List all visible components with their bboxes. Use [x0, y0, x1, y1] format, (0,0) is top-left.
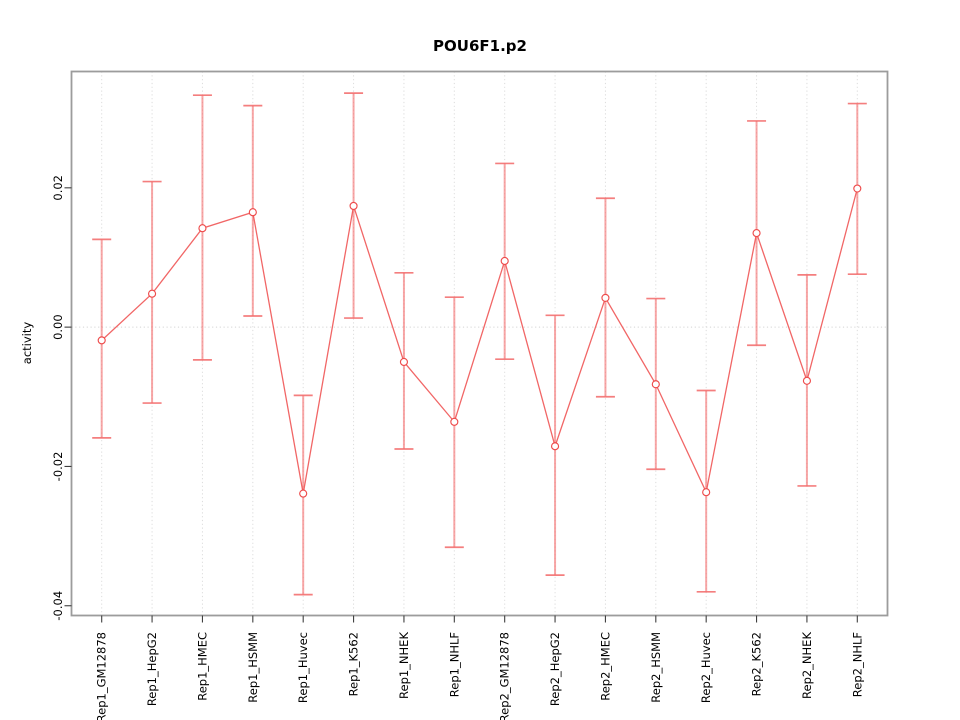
- y-tick-label: 0.02: [51, 175, 65, 201]
- data-point: [651, 380, 660, 389]
- x-tick-label: Rep1_K562: [347, 632, 361, 696]
- data-point: [450, 417, 459, 426]
- x-tick-label: Rep1_HMEC: [195, 632, 209, 701]
- y-tick-label: 0.00: [51, 314, 65, 340]
- x-tick-label: Rep1_NHEK: [397, 632, 411, 699]
- data-point: [147, 289, 157, 298]
- x-tick-label: Rep2_HSMM: [649, 632, 663, 703]
- x-tick-label: Rep2_HepG2: [548, 632, 562, 706]
- data-point: [853, 184, 862, 193]
- y-axis-label: activity: [20, 321, 34, 365]
- x-tick-label: Rep2_NHLF: [850, 632, 864, 697]
- data-point: [349, 201, 358, 211]
- data-point: [550, 442, 560, 451]
- data-point: [248, 208, 257, 217]
- x-tick-label: Rep2_GM12878: [498, 632, 512, 720]
- data-point: [601, 293, 610, 302]
- x-tick-label: Rep2_K562: [750, 632, 764, 696]
- x-tick-label: Rep1_HepG2: [145, 632, 159, 706]
- x-tick-label: Rep1_HSMM: [246, 632, 260, 703]
- data-point: [500, 256, 509, 266]
- data-point: [702, 488, 711, 497]
- data-point: [399, 357, 409, 367]
- x-tick-label: Rep2_NHEK: [800, 632, 814, 699]
- series-polyline: [101, 188, 858, 495]
- x-tick-label: Rep2_HMEC: [598, 632, 612, 701]
- data-point: [299, 489, 308, 498]
- x-tick-label: Rep1_NHLF: [447, 632, 461, 697]
- x-tick-label: Rep1_Huvec: [296, 632, 310, 703]
- x-tick-label: Rep1_GM12878: [95, 632, 109, 720]
- chart-title: POU6F1.p2: [433, 37, 527, 55]
- data-point: [752, 229, 761, 238]
- y-tick-label: -0.04: [51, 591, 65, 621]
- y-tick-label: -0.02: [51, 452, 65, 482]
- data-point: [802, 376, 812, 385]
- data-point: [97, 336, 106, 345]
- data-point: [198, 224, 207, 233]
- plot-frame: [70, 70, 889, 617]
- x-tick-label: Rep2_Huvec: [699, 632, 713, 703]
